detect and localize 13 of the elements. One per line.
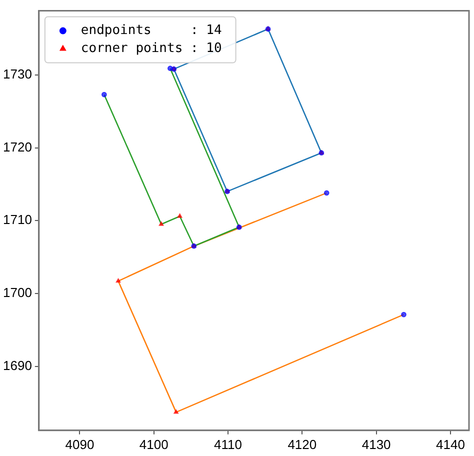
y-tick-label: 1710 bbox=[3, 212, 32, 228]
x-tick-label: 4130 bbox=[362, 436, 391, 452]
x-tick-label: 4110 bbox=[214, 436, 242, 452]
y-tick-label: 1690 bbox=[3, 358, 32, 373]
legend-label: corner points : 10 bbox=[80, 41, 222, 56]
x-tick-label: 4140 bbox=[436, 436, 465, 452]
x-tick-label: 4090 bbox=[65, 436, 94, 452]
y-tick-label: 1700 bbox=[3, 285, 32, 300]
x-tick-label: 4120 bbox=[288, 436, 317, 452]
y-tick-label: 1730 bbox=[3, 66, 32, 82]
y-tick-label: 1720 bbox=[3, 139, 32, 154]
x-tick-label: 4100 bbox=[139, 436, 168, 452]
legend-label: endpoints : 14 bbox=[80, 23, 222, 38]
